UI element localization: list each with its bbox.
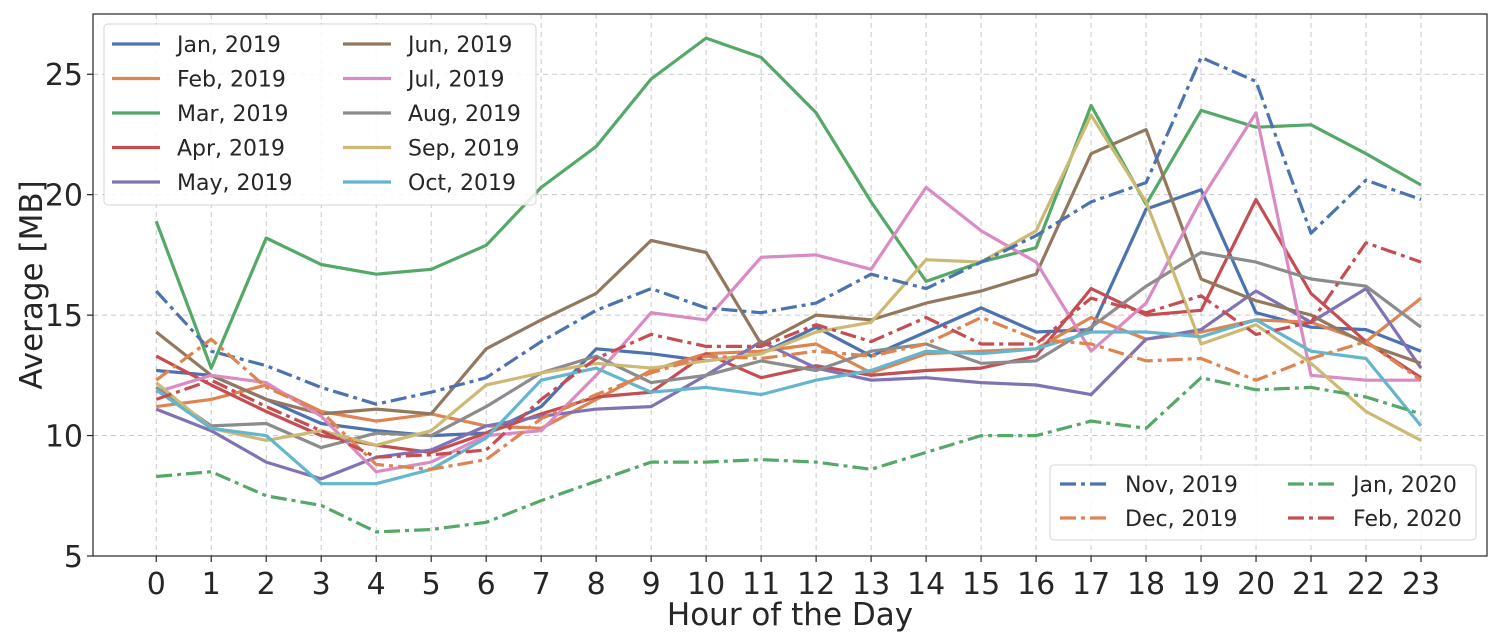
- legend-label: Mar, 2019: [177, 102, 288, 127]
- x-tick-label: 14: [907, 567, 945, 602]
- legend-label: Feb, 2020: [1353, 507, 1462, 532]
- legend-label: Apr, 2019: [177, 137, 285, 162]
- x-tick-label: 20: [1237, 567, 1275, 602]
- y-tick-label: 10: [45, 420, 83, 455]
- plot-frame: [92, 13, 1488, 557]
- series-line-jan-2020: [156, 376, 1422, 534]
- legend-label: May, 2019: [177, 171, 292, 196]
- series-line-feb-2020: [155, 241, 1422, 459]
- legend-label: Sep, 2019: [408, 137, 519, 162]
- x-tick-label: 0: [147, 567, 166, 602]
- x-axis-label: Hour of the Day: [667, 597, 913, 633]
- series-line-jul-2019: [155, 111, 1421, 474]
- series-line-jun-2019: [155, 128, 1422, 416]
- legend-box: [103, 23, 537, 206]
- x-tick-label: 13: [852, 567, 890, 602]
- x-tick-label: 4: [367, 567, 386, 602]
- legend-monthly: Jan, 2019 Feb, 2019 Mar, 2019 Apr, 2019 May,…: [103, 23, 537, 206]
- y-tick-label: 15: [45, 299, 83, 334]
- legend-label: Jan, 2019: [175, 33, 281, 58]
- legend-recent-months: Nov, 2019 Dec, 2019 Jan, 2020 Feb, 2020: [1049, 464, 1477, 541]
- y-tick-label: 20: [45, 179, 83, 214]
- y-tick-label: 25: [45, 58, 83, 93]
- series-line-oct-2019: [155, 318, 1423, 486]
- series-line-aug-2019: [155, 250, 1422, 450]
- x-tick-label: 5: [422, 567, 441, 602]
- series-line-nov-2019: [155, 55, 1422, 406]
- x-tick-label: 2: [257, 567, 276, 602]
- axis-ticks: 0 1 2 3 4 5 6 7 8 9 10 11 12 13 14 15 16 17 18 19 20 21 22 2351…: [45, 58, 1440, 602]
- series-line-jan-2019: [156, 188, 1422, 438]
- x-tick-label: 9: [642, 567, 661, 602]
- x-tick-label: 18: [1127, 567, 1165, 602]
- x-tick-label: 21: [1292, 567, 1330, 602]
- x-tick-label: 3: [312, 567, 331, 602]
- legend-label: Jun, 2019: [406, 33, 512, 58]
- legend-label: Jan, 2020: [1351, 473, 1457, 498]
- series-line-sep-2019: [155, 113, 1422, 447]
- legend-label: Nov, 2019: [1125, 473, 1238, 498]
- x-tick-label: 1: [202, 567, 221, 602]
- x-tick-label: 15: [962, 567, 1000, 602]
- y-tick-label: 5: [64, 540, 83, 575]
- x-tick-label: 12: [797, 567, 835, 602]
- x-tick-label: 19: [1182, 567, 1220, 602]
- x-tick-label: 23: [1402, 567, 1440, 602]
- x-tick-label: 10: [687, 567, 725, 602]
- legend-label: Jul, 2019: [406, 68, 505, 93]
- legend-label: Dec, 2019: [1125, 507, 1238, 532]
- series-line-dec-2019: [155, 315, 1422, 471]
- legend-label: Aug, 2019: [408, 102, 521, 127]
- x-tick-label: 22: [1347, 567, 1385, 602]
- series-line-mar-2019: [154, 36, 1422, 370]
- legend-label: Oct, 2019: [408, 171, 516, 196]
- series-line-feb-2019: [155, 296, 1422, 430]
- legend-box: [1049, 464, 1477, 541]
- x-tick-label: 8: [587, 567, 606, 602]
- y-axis-label: Average [MB]: [14, 180, 50, 389]
- legend-label: Feb, 2019: [177, 68, 286, 93]
- x-tick-label: 6: [477, 567, 496, 602]
- x-tick-label: 16: [1017, 567, 1055, 602]
- series-lines: [154, 36, 1423, 534]
- x-tick-label: 11: [742, 567, 780, 602]
- x-tick-label: 7: [532, 567, 551, 602]
- x-tick-label: 17: [1072, 567, 1110, 602]
